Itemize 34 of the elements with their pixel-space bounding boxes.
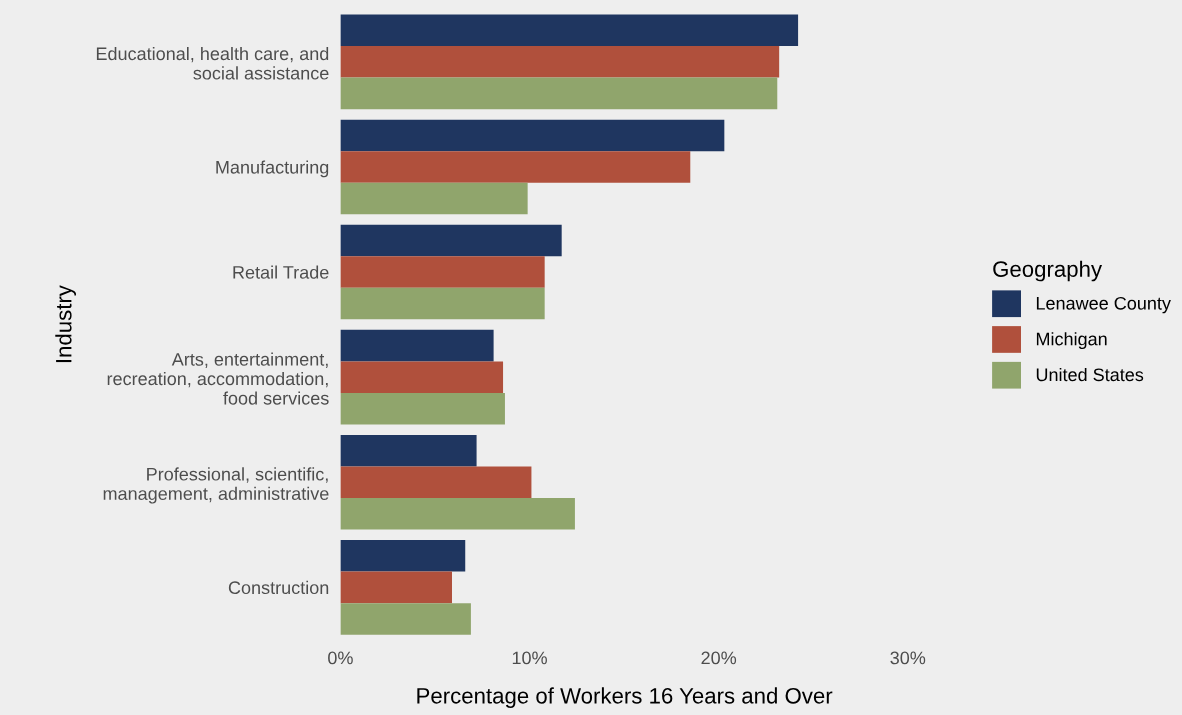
y-tick-label: Retail Trade — [233, 265, 329, 279]
legend-label: Michigan — [1036, 332, 1107, 350]
x-tick-label: 0% — [328, 651, 353, 665]
bar — [340, 256, 545, 288]
bar — [340, 434, 477, 467]
bar — [340, 182, 528, 215]
bar — [340, 224, 562, 257]
bar — [340, 466, 532, 499]
bar — [340, 46, 780, 78]
legend-label: Lenawee County — [1036, 296, 1171, 314]
y-tick-label: Manufacturing — [216, 160, 329, 178]
bar — [340, 151, 691, 183]
x-axis-title: Percentage of Workers 16 Years and Over — [417, 687, 833, 709]
bar — [340, 287, 545, 320]
x-tick-label: 20% — [701, 651, 737, 665]
x-tick-label: 30% — [890, 651, 926, 665]
bar — [340, 540, 466, 572]
bar — [340, 14, 799, 47]
bar — [340, 119, 725, 152]
x-tick-label: 10% — [512, 651, 547, 665]
bar — [340, 498, 575, 530]
bar — [340, 392, 505, 425]
legend-label: United States — [1036, 367, 1144, 382]
bar — [340, 361, 504, 393]
y-tick-label: Arts, entertainment, recreation, accommodation, food services — [107, 352, 329, 405]
y-tick-label: Educational, health care, and social assistance — [96, 46, 329, 80]
y-tick-label: Professional, scientific, management, administrative — [103, 467, 329, 504]
bar — [340, 571, 452, 604]
bar — [340, 603, 471, 635]
bar — [340, 77, 778, 110]
legend-title: Geography — [993, 260, 1103, 282]
y-tick-label: Construction — [228, 580, 329, 595]
y-axis-title: Industry — [55, 285, 76, 363]
bar — [340, 329, 494, 362]
